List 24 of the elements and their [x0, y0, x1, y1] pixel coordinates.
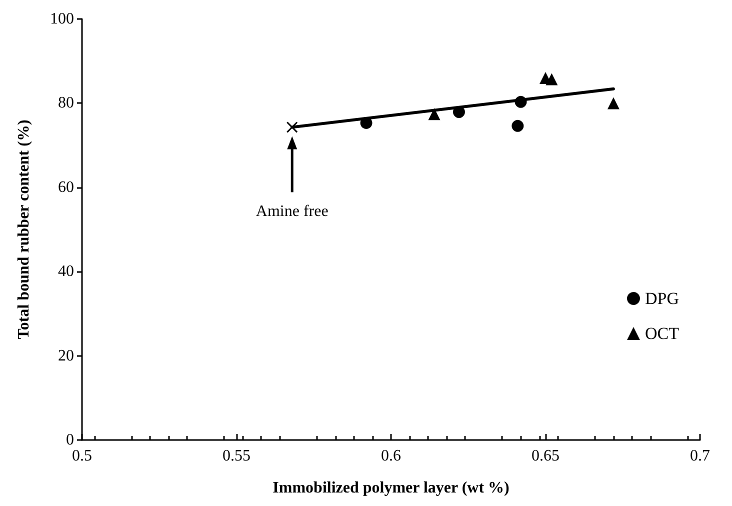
point: [452, 106, 465, 118]
y-tick-label: 0: [66, 432, 74, 448]
point: [514, 96, 527, 108]
point: [360, 116, 372, 129]
x-tick-label: 0.55: [222, 448, 250, 464]
point: [286, 122, 298, 133]
y-tick-label: 40: [58, 263, 74, 280]
y-tick-label: 100: [50, 10, 74, 28]
y-tick-label: 20: [58, 347, 74, 364]
x-tick-label: 0.65: [532, 448, 560, 464]
legend-label: OCT: [644, 324, 680, 343]
point: [428, 108, 440, 120]
point: [512, 120, 524, 132]
y-tick-label: 60: [58, 178, 74, 196]
point: [546, 73, 558, 86]
y-axis-title: Total bound rubber content (%): [16, 120, 32, 340]
x-tick-label: 0.6: [381, 448, 401, 464]
annotation: Amine free: [256, 202, 328, 220]
point: [607, 97, 620, 110]
x-tick-label: 0.5: [72, 448, 92, 464]
x-tick-label: 0.7: [690, 448, 710, 464]
x-axis-title: Immobilized polymer layer (wt %): [272, 480, 510, 496]
legend-label: DPG: [644, 289, 680, 308]
y-tick-label: 80: [58, 94, 74, 112]
